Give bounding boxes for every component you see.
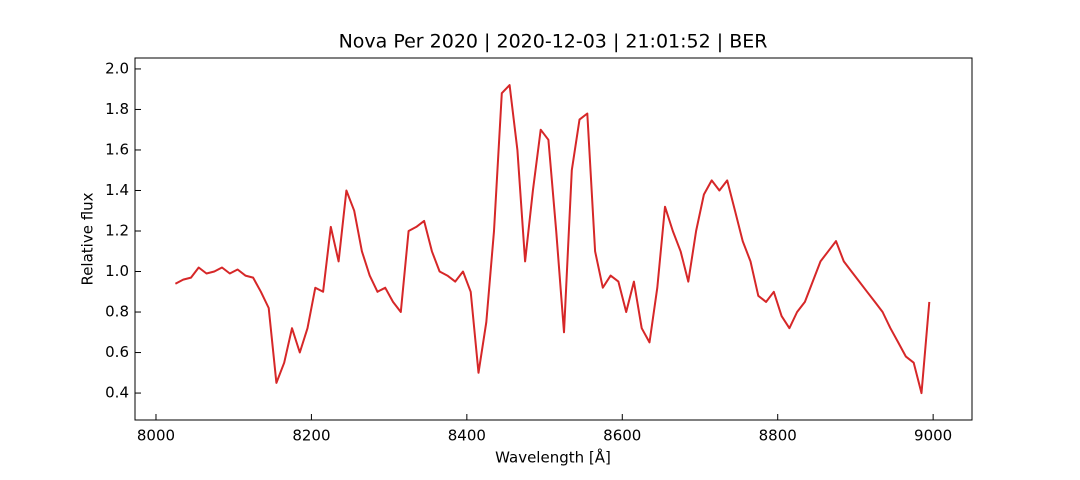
x-tick-label: 9000	[914, 427, 952, 445]
x-tick-label: 8000	[137, 427, 175, 445]
y-tick-label: 1.2	[105, 221, 129, 239]
y-tick-label: 1.0	[105, 262, 129, 280]
spectrum-line	[174, 84, 931, 395]
y-tick-label: 0.6	[105, 343, 129, 361]
x-axis-label: Wavelength [Å]	[495, 448, 611, 467]
y-tick-label: 0.8	[105, 303, 129, 321]
y-tick-label: 1.6	[105, 140, 129, 158]
y-tick-label: 1.4	[105, 181, 129, 199]
x-tick-label: 8200	[292, 427, 330, 445]
x-tick-label: 8400	[448, 427, 486, 445]
y-tick-label: 1.8	[105, 100, 129, 118]
y-tick-label: 2.0	[105, 59, 129, 77]
y-axis-label: Relative flux	[79, 192, 97, 285]
y-tick-label: 0.4	[105, 384, 129, 402]
x-tick-label: 8600	[603, 427, 641, 445]
x-tick-label: 8800	[759, 427, 797, 445]
plot-frame	[134, 57, 973, 421]
chart-title: Nova Per 2020 | 2020-12-03 | 21:01:52 | …	[339, 31, 768, 53]
